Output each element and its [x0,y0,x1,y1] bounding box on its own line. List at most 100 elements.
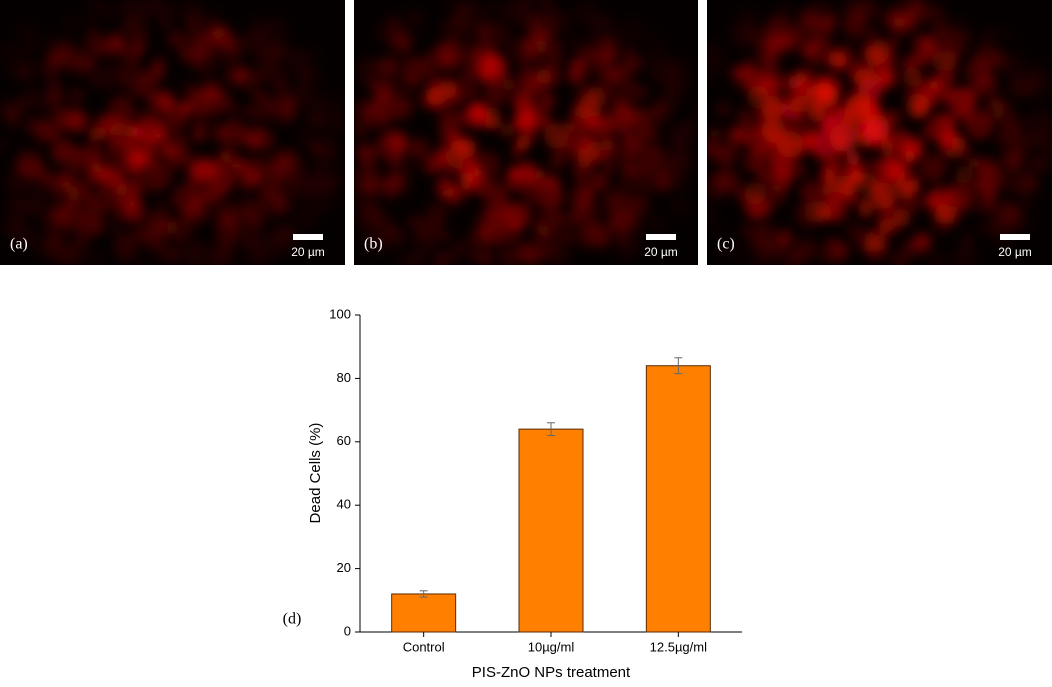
cell [133,38,149,54]
cell [858,134,872,148]
cell [407,9,420,22]
panel-label: (c) [717,236,735,253]
cell [502,0,529,26]
cell [51,142,75,166]
cell [715,101,732,118]
x-tick-label: 12.5µg/ml [650,639,707,654]
cell [888,34,901,47]
cell [764,204,775,215]
cell [25,116,44,136]
cell [840,181,853,194]
cell [803,27,828,52]
cell [989,94,1006,111]
cell [822,155,843,176]
cell [294,205,318,229]
cell [838,0,864,25]
cell [421,156,440,175]
y-tick-label: 40 [337,497,351,512]
cell [425,202,449,226]
cell [0,99,17,120]
cell [721,126,742,146]
cell [76,178,93,195]
cell [952,255,967,265]
cell [15,149,41,176]
cell [800,180,823,204]
cell [515,135,531,150]
cell [26,42,37,53]
cell [824,236,839,251]
cell [108,95,134,121]
cell [38,112,66,140]
scale-bar-label: 20 µm [998,245,1032,259]
cell [923,195,934,207]
cell [407,12,424,29]
cell [212,168,238,194]
cell [916,234,930,248]
cell [856,172,878,195]
y-tick-label: 80 [337,370,351,385]
cell [185,90,211,116]
cell [581,221,610,250]
cell [540,93,555,109]
cell [938,128,960,150]
cell [978,168,1005,194]
cell [637,204,650,217]
cell [642,150,662,170]
cell [331,112,352,133]
cell [155,199,169,213]
cell [834,243,850,259]
bar [518,428,584,633]
cell [620,164,647,191]
cell [758,170,770,182]
cell [926,0,949,24]
cell [408,138,430,160]
cell [905,94,931,119]
cell [1022,116,1033,127]
cell [180,0,191,9]
cell [624,83,642,101]
cell [399,42,412,54]
cell [505,170,526,192]
cell [564,212,579,227]
cell [389,14,404,29]
cell [128,85,141,99]
cell [602,84,614,96]
y-axis-label: Dead Cells (%) [307,423,324,524]
cell [354,120,370,139]
cell [1,220,17,236]
cell [7,220,27,240]
cell [311,162,325,176]
cell [167,30,184,46]
cell [427,67,438,78]
cell [603,165,614,176]
cell [777,228,793,245]
cell [51,42,71,62]
cell [566,121,577,133]
cell [734,66,749,80]
cell [594,115,617,138]
cell [682,119,695,132]
cell [463,102,488,127]
cell [163,106,190,133]
cell [26,192,48,214]
cell [737,188,755,206]
cell [868,102,881,116]
bar [645,365,711,633]
cell [155,90,176,111]
cell [400,56,429,84]
y-tick-label: 20 [337,560,351,575]
bar-chart: (d) Dead Cells (%) PIS-ZnO NPs treatment… [283,306,742,681]
cell [493,184,510,201]
cell [795,7,818,30]
cell [756,249,769,263]
cell [610,24,628,42]
cell [472,150,500,179]
cell [956,30,968,42]
cell [166,215,192,241]
scale-bar [1000,234,1030,240]
cell [273,147,294,167]
cell [426,87,445,106]
cell [138,257,150,265]
cell [1039,128,1052,149]
